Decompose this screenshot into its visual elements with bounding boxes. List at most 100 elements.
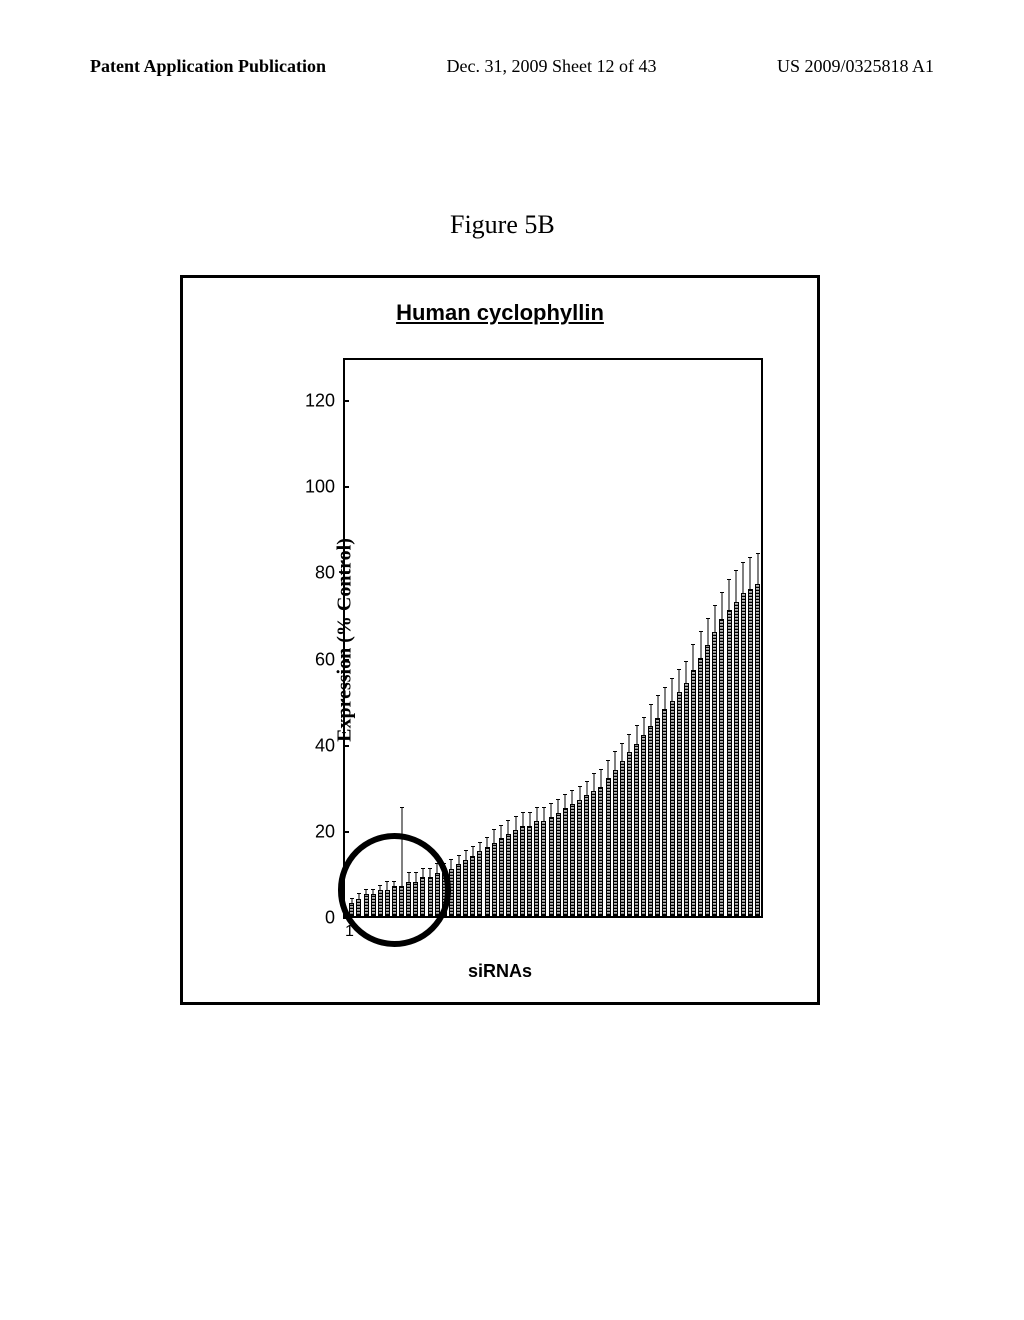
bar [378, 890, 383, 916]
error-bar [579, 787, 580, 800]
bar [534, 821, 539, 916]
error-bar [437, 864, 438, 873]
error-bar [586, 782, 587, 795]
error-bar-cap [691, 644, 695, 645]
error-bar-cap [748, 557, 752, 558]
error-bar-cap [592, 773, 596, 774]
bar [748, 589, 753, 916]
bar [563, 808, 568, 916]
error-bar [679, 670, 680, 692]
x-axis-label: siRNAs [468, 961, 532, 982]
error-bar [529, 813, 530, 826]
error-bar-cap [414, 872, 418, 873]
error-bar [543, 808, 544, 821]
error-bar-cap [407, 872, 411, 873]
bar [435, 873, 440, 916]
error-bar [430, 869, 431, 878]
bar [670, 701, 675, 916]
bar [527, 826, 532, 916]
bar [677, 692, 682, 916]
error-bar [615, 752, 616, 769]
bar [634, 744, 639, 916]
bar [371, 894, 376, 916]
error-bar-cap [741, 562, 745, 563]
error-bar-cap [734, 570, 738, 571]
bar [641, 735, 646, 916]
error-bar-cap [506, 820, 510, 821]
bar [684, 683, 689, 916]
error-bar [494, 830, 495, 843]
error-bar [422, 869, 423, 878]
bar [712, 632, 717, 916]
bar [420, 877, 425, 916]
header-left: Patent Application Publication [90, 56, 326, 77]
bar [584, 795, 589, 916]
error-bar [487, 838, 488, 847]
error-bar [608, 761, 609, 778]
error-bar-cap [684, 661, 688, 662]
error-bar-cap [642, 717, 646, 718]
error-bar [401, 808, 402, 886]
error-bar [729, 580, 730, 610]
bar [492, 843, 497, 916]
error-bar-cap [578, 786, 582, 787]
bar [598, 787, 603, 916]
error-bar [458, 856, 459, 865]
error-bar-cap [364, 889, 368, 890]
chart-title: Human cyclophyllin [396, 300, 604, 326]
bar [719, 619, 724, 916]
error-bar-cap [542, 807, 546, 808]
error-bar-cap [449, 859, 453, 860]
error-bar [743, 563, 744, 593]
bar [734, 602, 739, 916]
bar [741, 593, 746, 916]
bar [662, 709, 667, 916]
error-bar-cap [385, 881, 389, 882]
bar [442, 873, 447, 916]
bar [428, 877, 433, 916]
error-bar [707, 619, 708, 645]
error-bar [700, 632, 701, 658]
error-bar [558, 800, 559, 813]
y-tick-label: 20 [315, 821, 335, 842]
error-bar [650, 705, 651, 727]
error-bar-cap [670, 678, 674, 679]
bar [541, 821, 546, 916]
error-bar [522, 813, 523, 826]
error-bar [451, 860, 452, 869]
error-bar-cap [499, 825, 503, 826]
bar [613, 770, 618, 916]
error-bar-cap [549, 803, 553, 804]
error-bar [479, 843, 480, 852]
error-bar-cap [720, 592, 724, 593]
error-bar-cap [350, 898, 354, 899]
error-bar-cap [585, 781, 589, 782]
bar [463, 860, 468, 916]
error-bar [358, 894, 359, 898]
bar [513, 830, 518, 916]
bar [698, 658, 703, 916]
bar [349, 903, 354, 916]
error-bar-cap [457, 855, 461, 856]
error-bar [622, 744, 623, 761]
error-bar-cap [492, 829, 496, 830]
bar [477, 851, 482, 916]
bar [520, 826, 525, 916]
error-bar-cap [613, 751, 617, 752]
error-bar [366, 890, 367, 894]
patent-header: Patent Application Publication Dec. 31, … [0, 56, 1024, 77]
plot-area [343, 358, 763, 918]
error-bar [472, 847, 473, 856]
error-bar-cap [620, 743, 624, 744]
error-bar [515, 817, 516, 830]
bar [364, 894, 369, 916]
header-right: US 2009/0325818 A1 [777, 56, 934, 77]
bar [549, 817, 554, 916]
error-bar-cap [535, 807, 539, 808]
error-bar [600, 770, 601, 787]
y-tick-label: 60 [315, 649, 335, 670]
error-bar [721, 593, 722, 619]
error-bar-cap [371, 889, 375, 890]
error-bar-cap [677, 669, 681, 670]
error-bar-cap [606, 760, 610, 761]
